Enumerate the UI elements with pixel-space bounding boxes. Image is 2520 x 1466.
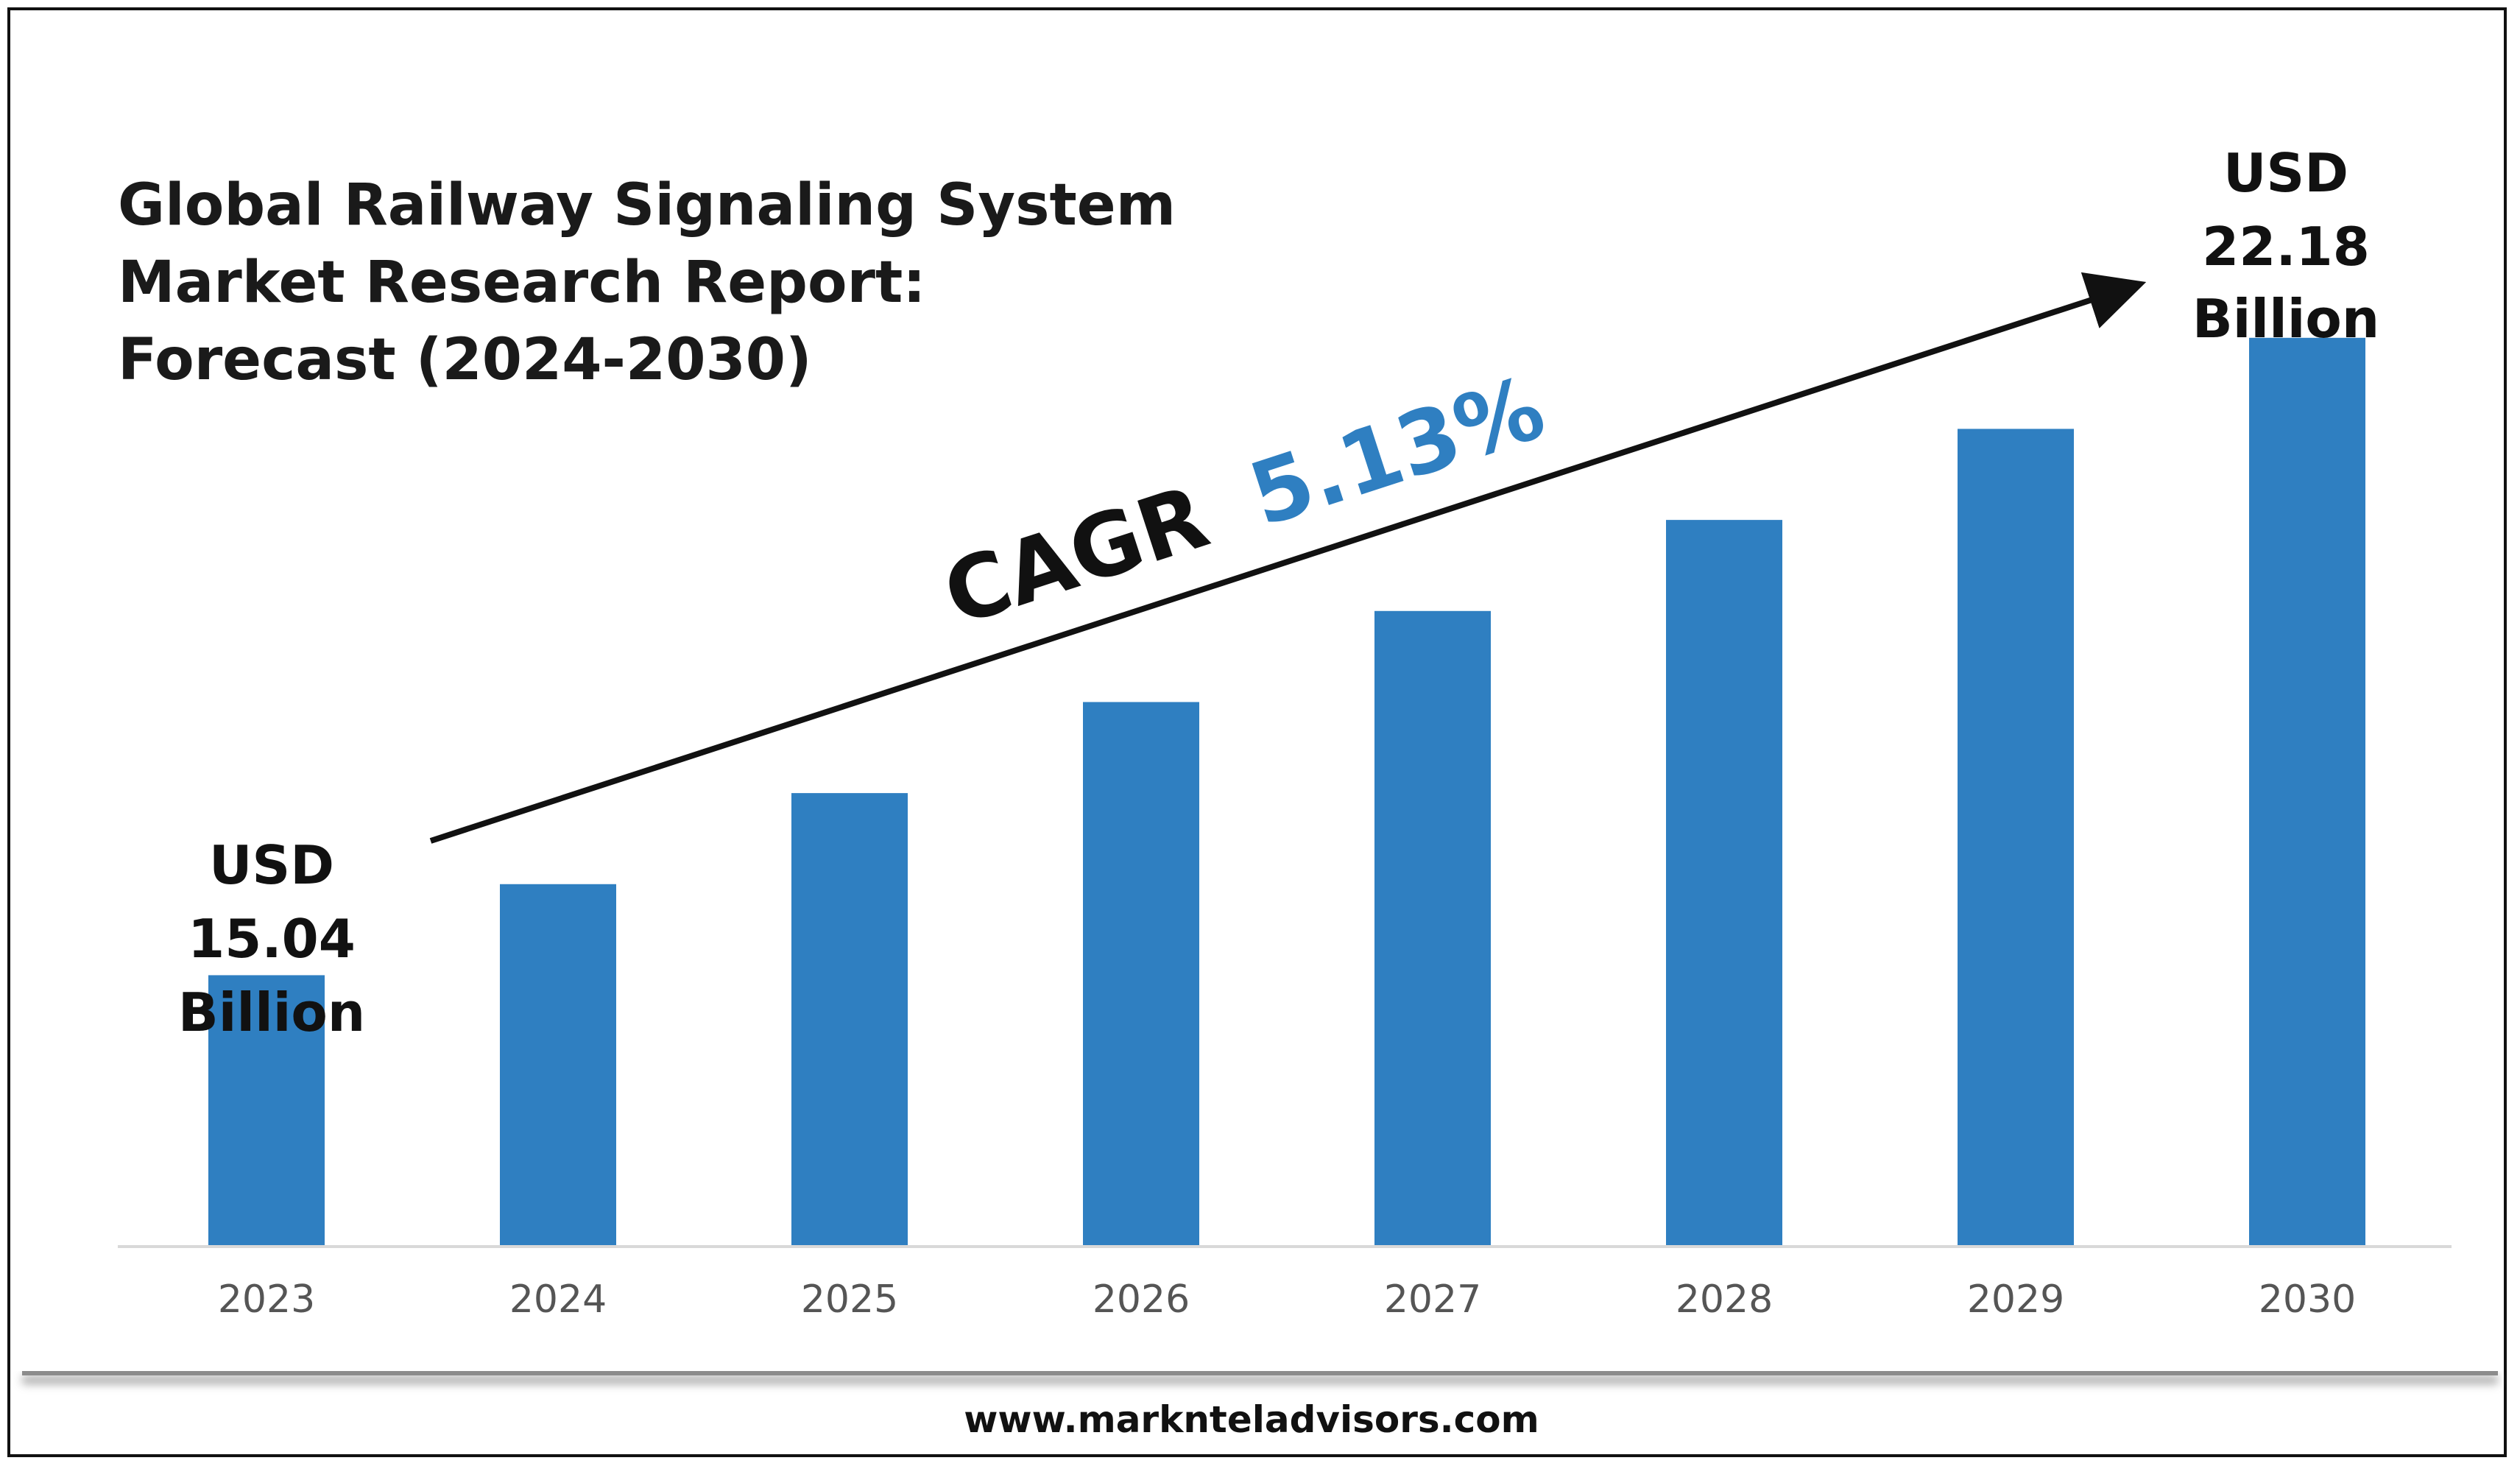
x-tick-label: 2029 (1967, 1278, 2064, 1322)
x-tick-label: 2024 (509, 1278, 607, 1322)
bar-2025 (791, 793, 908, 1247)
bar-2028 (1666, 520, 1782, 1247)
end-value-label-line-1: USD (2223, 142, 2348, 204)
start-value-label-line-3: Billion (178, 982, 365, 1043)
x-tick-label: 2023 (218, 1278, 315, 1322)
bars-group (208, 337, 2365, 1247)
bar-2024 (500, 884, 616, 1247)
tick-labels-group: 2023 2024 2025 2026 2027 2028 2029 2030 (218, 1278, 2356, 1322)
chart-title-line-2: Market Research Report: (118, 250, 925, 316)
bar-2030 (2249, 337, 2365, 1247)
cagr-annotation: CAGR 5.13% (932, 356, 1556, 646)
start-value-label-line-1: USD (209, 834, 334, 896)
x-tick-label: 2030 (2259, 1278, 2356, 1322)
footer-url[interactable]: www.marknteladvisors.com (964, 1398, 1539, 1441)
footer-divider (22, 1371, 2498, 1375)
bar-2029 (1958, 429, 2074, 1247)
x-tick-label: 2025 (801, 1278, 898, 1322)
chart-title-line-3: Forecast (2024-2030) (118, 327, 812, 393)
bar-2026 (1083, 702, 1199, 1247)
end-value-label-line-3: Billion (2192, 288, 2379, 350)
bar-2027 (1374, 610, 1491, 1247)
end-value-label-line-2: 22.18 (2202, 216, 2370, 278)
x-tick-label: 2026 (1093, 1278, 1190, 1322)
start-value-label-line-2: 15.04 (188, 908, 356, 970)
cagr-label: CAGR (932, 465, 1219, 645)
footer-divider-shadow (22, 1375, 2498, 1384)
cagr-value: 5.13% (1238, 356, 1556, 546)
bar-2023 (208, 975, 325, 1247)
x-tick-label: 2027 (1384, 1278, 1481, 1322)
chart-title-line-1: Global Railway Signaling System (118, 172, 1176, 239)
trend-arrow (429, 272, 2147, 844)
chart-frame (7, 7, 2507, 1457)
x-tick-label: 2028 (1676, 1278, 1773, 1322)
